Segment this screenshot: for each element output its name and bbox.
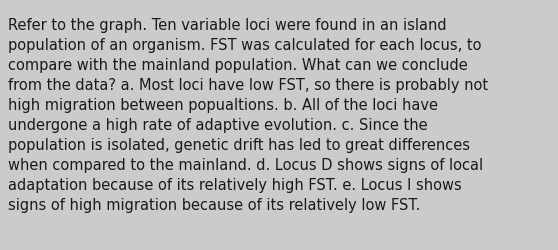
Text: Refer to the graph. Ten variable loci were found in an island
population of an o: Refer to the graph. Ten variable loci we… (8, 18, 488, 212)
